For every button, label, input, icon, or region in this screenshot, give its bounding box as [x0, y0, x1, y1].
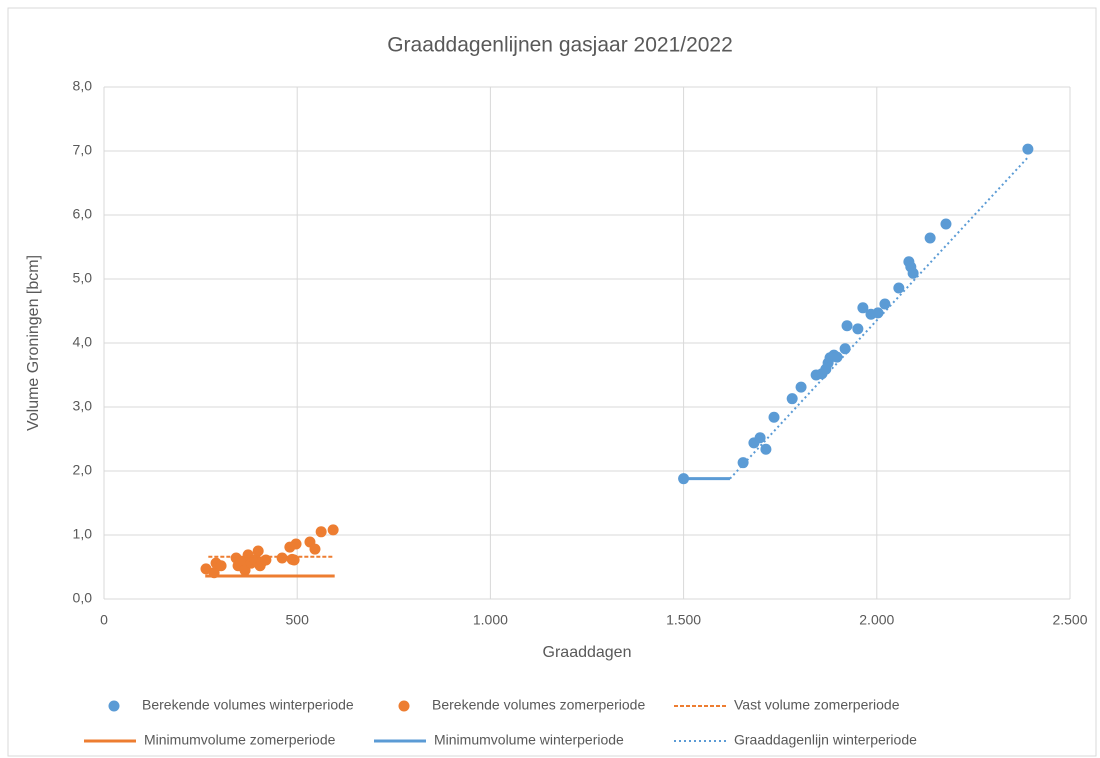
legend-label: Minimumvolume winterperiode [434, 732, 624, 748]
point [252, 545, 264, 557]
point [841, 320, 853, 332]
point [831, 351, 843, 363]
y-tick-label: 3,0 [73, 398, 93, 414]
point [1022, 143, 1034, 155]
y-tick-label: 8,0 [73, 78, 93, 94]
point [276, 552, 288, 564]
point [893, 282, 905, 294]
point [215, 560, 227, 572]
point [315, 526, 327, 538]
point [839, 343, 851, 355]
chart-title: Graaddagenlijnen gasjaar 2021/2022 [387, 34, 733, 57]
y-tick-label: 4,0 [73, 334, 93, 350]
point [327, 524, 339, 536]
point [288, 554, 300, 566]
legend-label: Vast volume zomerperiode [734, 697, 900, 713]
y-tick-label: 2,0 [73, 462, 93, 478]
point [940, 218, 952, 230]
point [760, 443, 772, 455]
x-tick-label: 500 [286, 612, 310, 628]
point [872, 307, 884, 319]
y-axis-label: Volume Groningen [bcm] [25, 255, 42, 431]
x-axis-label: Graaddagen [543, 644, 632, 661]
point [924, 232, 936, 244]
chart-border [7, 7, 1097, 757]
legend-label: Berekende volumes winterperiode [142, 697, 354, 713]
point [754, 432, 766, 444]
point [768, 411, 780, 423]
x-tick-label: 0 [100, 612, 108, 628]
x-tick-label: 1.000 [473, 612, 508, 628]
legend-label: Graaddagenlijn winterperiode [734, 732, 917, 748]
x-tick-label: 2.500 [1052, 612, 1087, 628]
legend-marker [398, 700, 410, 712]
point [795, 381, 807, 393]
point [852, 323, 864, 335]
point [879, 298, 891, 310]
y-tick-label: 7,0 [73, 142, 93, 158]
legend-label: Berekende volumes zomerperiode [432, 697, 645, 713]
line [729, 156, 1029, 480]
point [309, 543, 321, 555]
y-tick-label: 5,0 [73, 270, 93, 286]
point [737, 457, 749, 469]
y-tick-label: 6,0 [73, 206, 93, 222]
y-tick-label: 1,0 [73, 526, 93, 542]
point [857, 302, 869, 314]
legend-marker [108, 700, 120, 712]
legend-label: Minimumvolume zomerperiode [144, 732, 336, 748]
y-tick-label: 0,0 [73, 590, 93, 606]
point [786, 393, 798, 405]
x-tick-label: 2.000 [859, 612, 894, 628]
point [907, 267, 919, 279]
point [290, 538, 302, 550]
x-tick-label: 1.500 [666, 612, 701, 628]
